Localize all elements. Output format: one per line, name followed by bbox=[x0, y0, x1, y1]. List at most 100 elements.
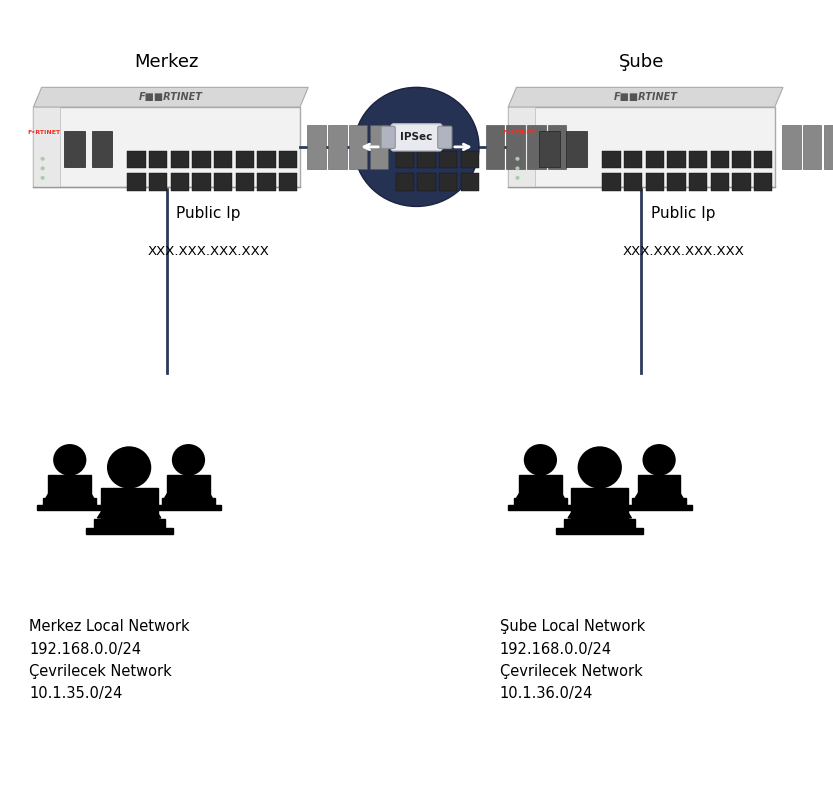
Bar bbox=[192, 173, 211, 191]
Bar bbox=[667, 173, 686, 191]
Bar bbox=[162, 499, 215, 505]
Bar bbox=[101, 488, 157, 519]
Bar bbox=[508, 505, 573, 510]
Bar bbox=[257, 151, 276, 168]
Circle shape bbox=[642, 444, 676, 476]
Bar bbox=[461, 151, 479, 168]
Text: Şube Local Network
192.168.0.0/24
Çevrilecek Network
10.1.36.0/24: Şube Local Network 192.168.0.0/24 Çevril… bbox=[500, 619, 645, 701]
Bar bbox=[508, 107, 535, 187]
Bar bbox=[632, 499, 686, 505]
FancyBboxPatch shape bbox=[438, 126, 451, 148]
Circle shape bbox=[53, 444, 87, 476]
Bar bbox=[782, 125, 801, 169]
Bar bbox=[171, 151, 189, 168]
FancyBboxPatch shape bbox=[391, 124, 441, 151]
Bar bbox=[689, 151, 707, 168]
Bar bbox=[564, 518, 636, 528]
Text: F■■RTINET: F■■RTINET bbox=[139, 92, 202, 102]
Text: IPSec: IPSec bbox=[401, 133, 432, 142]
Polygon shape bbox=[46, 477, 93, 498]
Bar bbox=[214, 173, 232, 191]
Text: F•RTINET: F•RTINET bbox=[502, 130, 536, 135]
Circle shape bbox=[577, 446, 622, 488]
FancyBboxPatch shape bbox=[33, 107, 300, 187]
Bar bbox=[370, 125, 388, 169]
Bar bbox=[349, 125, 367, 169]
Bar bbox=[93, 518, 165, 528]
Bar bbox=[638, 475, 681, 499]
Bar bbox=[556, 528, 643, 534]
Bar bbox=[439, 151, 457, 168]
Bar bbox=[171, 173, 189, 191]
Bar bbox=[711, 173, 729, 191]
Bar bbox=[92, 131, 112, 167]
Text: XXX.XXX.XXX.XXX: XXX.XXX.XXX.XXX bbox=[147, 245, 269, 257]
Circle shape bbox=[516, 167, 520, 171]
Bar bbox=[527, 125, 546, 169]
Bar bbox=[127, 151, 146, 168]
Bar bbox=[48, 475, 91, 499]
Bar bbox=[396, 151, 414, 168]
Bar bbox=[689, 173, 707, 191]
Bar bbox=[37, 505, 102, 510]
Bar bbox=[149, 151, 167, 168]
Bar bbox=[461, 173, 479, 191]
Circle shape bbox=[41, 157, 45, 161]
FancyBboxPatch shape bbox=[381, 126, 395, 148]
Bar bbox=[732, 173, 751, 191]
Bar bbox=[803, 125, 821, 169]
Circle shape bbox=[354, 87, 479, 206]
Circle shape bbox=[41, 167, 45, 171]
Bar bbox=[624, 151, 642, 168]
Bar bbox=[279, 173, 297, 191]
Bar bbox=[824, 125, 833, 169]
Bar bbox=[167, 475, 210, 499]
Bar bbox=[754, 173, 772, 191]
FancyBboxPatch shape bbox=[508, 107, 775, 187]
Bar bbox=[571, 488, 628, 519]
Circle shape bbox=[516, 157, 520, 161]
Bar bbox=[149, 173, 167, 191]
Text: Public Ip: Public Ip bbox=[651, 206, 716, 222]
Polygon shape bbox=[97, 490, 161, 518]
Bar bbox=[279, 151, 297, 168]
Polygon shape bbox=[508, 87, 783, 107]
Bar bbox=[539, 131, 560, 167]
Bar bbox=[486, 125, 504, 169]
Bar bbox=[602, 151, 621, 168]
Bar bbox=[86, 528, 172, 534]
Polygon shape bbox=[165, 477, 212, 498]
Text: F■■RTINET: F■■RTINET bbox=[614, 92, 677, 102]
Circle shape bbox=[172, 444, 205, 476]
Bar bbox=[127, 173, 146, 191]
Text: F•RTINET: F•RTINET bbox=[27, 130, 61, 135]
Bar bbox=[519, 475, 561, 499]
Bar bbox=[548, 125, 566, 169]
Bar bbox=[236, 173, 254, 191]
Bar bbox=[646, 151, 664, 168]
Bar bbox=[626, 505, 691, 510]
Bar bbox=[33, 107, 60, 187]
Bar bbox=[257, 173, 276, 191]
Bar bbox=[156, 505, 221, 510]
Bar bbox=[396, 173, 414, 191]
Circle shape bbox=[41, 176, 45, 180]
Polygon shape bbox=[516, 477, 564, 498]
Circle shape bbox=[516, 176, 520, 180]
Text: XXX.XXX.XXX.XXX: XXX.XXX.XXX.XXX bbox=[622, 245, 744, 257]
Circle shape bbox=[107, 446, 152, 488]
Bar bbox=[417, 151, 436, 168]
Bar bbox=[602, 173, 621, 191]
Bar bbox=[514, 499, 567, 505]
Bar bbox=[732, 151, 751, 168]
Bar bbox=[624, 173, 642, 191]
Bar bbox=[754, 151, 772, 168]
Text: Public Ip: Public Ip bbox=[176, 206, 241, 222]
Bar bbox=[214, 151, 232, 168]
Bar bbox=[506, 125, 525, 169]
Bar bbox=[417, 173, 436, 191]
Bar bbox=[566, 131, 587, 167]
Polygon shape bbox=[636, 477, 683, 498]
Text: Şube: Şube bbox=[619, 53, 664, 71]
Circle shape bbox=[524, 444, 557, 476]
